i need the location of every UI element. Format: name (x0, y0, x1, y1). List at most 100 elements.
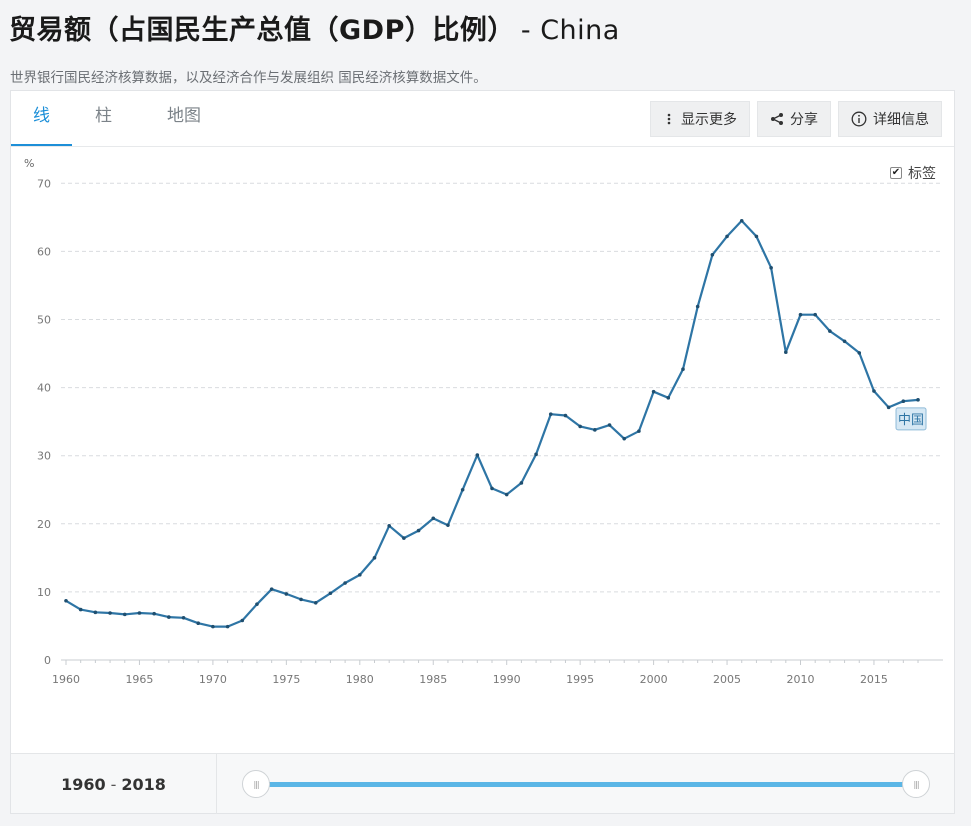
data-point[interactable] (78, 607, 83, 612)
tab-line[interactable]: 线 (11, 91, 72, 147)
x-tick-label: 1975 (272, 673, 300, 686)
data-point[interactable] (328, 591, 333, 596)
show-more-label: 显示更多 (681, 112, 737, 128)
data-point[interactable] (211, 624, 215, 629)
data-point[interactable] (651, 389, 656, 394)
y-tick-label: 30 (37, 450, 51, 463)
data-point[interactable] (313, 600, 318, 605)
series-line-china[interactable] (65, 219, 919, 628)
y-tick-label: 50 (37, 314, 51, 327)
x-tick-label: 2010 (787, 673, 815, 686)
data-point[interactable] (784, 350, 788, 354)
data-point[interactable] (548, 412, 553, 416)
data-point[interactable] (534, 452, 538, 457)
data-point[interactable] (901, 399, 906, 404)
label-checkbox[interactable]: ✔ (890, 167, 902, 179)
y-tick-label: 10 (37, 586, 51, 599)
data-point[interactable] (358, 573, 362, 577)
data-point[interactable] (872, 389, 876, 393)
x-tick-label: 1980 (346, 673, 374, 686)
data-point[interactable] (857, 351, 862, 355)
chart-card: 线 柱 地图 显示更多 分享 详细信息 ✔ 标签 % 0 10 20 30 40 50 60… (10, 90, 955, 814)
data-point[interactable] (828, 329, 832, 333)
data-point[interactable] (431, 516, 436, 521)
data-point[interactable] (372, 556, 377, 560)
data-point[interactable] (387, 524, 391, 528)
data-point[interactable] (754, 234, 759, 239)
y-tick-label: 40 (37, 382, 51, 395)
data-point[interactable] (460, 487, 465, 492)
tab-map[interactable]: 地图 (167, 106, 201, 126)
data-point[interactable] (167, 615, 171, 619)
data-point[interactable] (446, 523, 450, 527)
data-point[interactable] (269, 587, 274, 591)
data-point[interactable] (137, 611, 142, 615)
data-source: 世界银行国民经济核算数据，以及经济合作与发展组织 国民经济核算数据文件。 (10, 70, 487, 86)
data-point[interactable] (240, 618, 245, 623)
data-point[interactable] (739, 218, 744, 223)
range-footer: 1960 - 2018 ||| ||| (11, 753, 954, 814)
data-point[interactable] (813, 312, 817, 317)
x-tick-label: 1990 (493, 673, 521, 686)
data-point[interactable] (504, 492, 509, 497)
x-tick-label: 2000 (640, 673, 668, 686)
line-chart: 0 10 20 30 40 50 60 70 1960 1965 1970 1975 1980 1985 1… (37, 177, 943, 686)
data-point[interactable] (578, 424, 582, 429)
data-point[interactable] (637, 429, 641, 433)
data-point[interactable] (710, 253, 715, 257)
share-icon (771, 113, 783, 125)
data-point[interactable] (916, 398, 920, 402)
data-point[interactable] (769, 265, 773, 270)
data-point[interactable] (108, 611, 112, 615)
details-button[interactable]: 详细信息 (838, 101, 942, 137)
year-range-slider[interactable] (256, 782, 916, 787)
data-point[interactable] (725, 234, 729, 239)
data-point[interactable] (93, 610, 98, 615)
y-tick-label: 20 (37, 518, 51, 531)
data-point[interactable] (563, 413, 568, 418)
chart-type-tabs: 线 柱 地图 (11, 91, 223, 147)
data-point[interactable] (607, 423, 612, 427)
label-toggle-text: 标签 (908, 166, 936, 182)
data-point[interactable] (122, 612, 127, 617)
label-toggle[interactable]: ✔ 标签 (890, 163, 936, 183)
indicator-title: 贸易额（占国民生产总值（GDP）比例） (9, 15, 515, 46)
more-vertical-icon (667, 113, 671, 125)
y-tick-label: 60 (37, 245, 51, 258)
data-point[interactable] (152, 611, 156, 616)
show-more-button[interactable]: 显示更多 (650, 101, 750, 137)
page-title: 贸易额（占国民生产总值（GDP）比例） - China (9, 8, 620, 47)
range-separator: - (110, 774, 117, 794)
data-point[interactable] (284, 592, 289, 596)
data-point[interactable] (798, 312, 803, 317)
data-point[interactable] (402, 536, 406, 540)
data-point[interactable] (695, 304, 700, 309)
range-start-handle[interactable]: ||| (242, 770, 270, 798)
tab-bar[interactable]: 柱 (95, 106, 112, 126)
data-point[interactable] (416, 528, 421, 533)
data-point[interactable] (842, 339, 847, 344)
share-label: 分享 (790, 112, 818, 128)
data-point[interactable] (196, 621, 201, 626)
data-point[interactable] (519, 481, 524, 485)
data-point[interactable] (225, 624, 230, 629)
data-point[interactable] (299, 597, 303, 602)
data-point[interactable] (255, 602, 259, 606)
details-label: 详细信息 (873, 112, 929, 128)
data-point[interactable] (886, 405, 891, 410)
grip-icon: ||| (253, 779, 259, 789)
data-point[interactable] (622, 436, 627, 441)
share-button[interactable]: 分享 (757, 101, 831, 137)
x-tick-label: 2015 (860, 673, 888, 686)
data-point[interactable] (490, 486, 494, 491)
data-point[interactable] (475, 453, 480, 457)
data-point[interactable] (681, 367, 685, 372)
data-point[interactable] (64, 598, 68, 603)
data-point[interactable] (593, 428, 597, 432)
range-end-handle[interactable]: ||| (902, 770, 930, 798)
x-tick-label: 1970 (199, 673, 227, 686)
data-point[interactable] (666, 396, 671, 400)
x-tick-label: 1985 (419, 673, 447, 686)
data-point[interactable] (343, 581, 347, 585)
data-point[interactable] (181, 615, 186, 620)
